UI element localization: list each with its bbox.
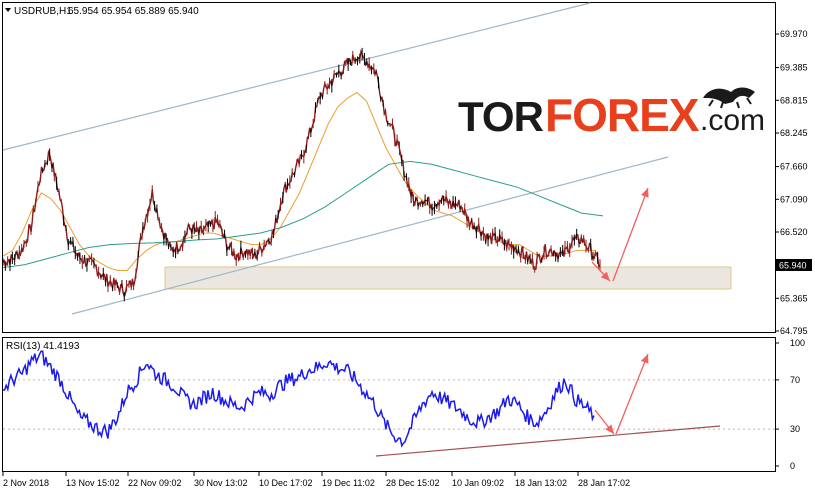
rsi-label: RSI(13) 41.4193 xyxy=(6,341,80,352)
channel-upper-line xyxy=(2,2,591,151)
triangle-down-icon xyxy=(5,8,11,12)
y-tick-label: 68.245 xyxy=(780,128,808,138)
current-price-bg xyxy=(776,259,812,271)
price-arrow-down-head xyxy=(600,271,610,281)
bull-bear-icon xyxy=(703,87,755,109)
rsi-panel xyxy=(2,337,776,472)
x-tick-label: 28 Dec 15:02 xyxy=(386,478,440,488)
x-tick-label: 18 Jan 13:02 xyxy=(515,478,567,488)
logo-forex: FOREX xyxy=(545,89,700,141)
y-tick-label: 68.815 xyxy=(780,95,808,105)
current-price-label: 65.940 xyxy=(779,261,807,271)
x-tick-label: 22 Nov 09:02 xyxy=(128,478,182,488)
y-tick-label: 69.385 xyxy=(780,63,808,73)
x-tick-label: 13 Nov 15:02 xyxy=(66,478,120,488)
support-zone xyxy=(164,266,732,290)
x-tick-label: 10 Jan 09:02 xyxy=(452,478,504,488)
y-tick-label: 69.970 xyxy=(780,29,808,39)
ohlc-readout: 65.954 65.954 65.889 65.940 xyxy=(68,6,199,17)
y-tick-label: 65.365 xyxy=(780,293,808,303)
x-tick-label: 19 Dec 11:02 xyxy=(322,478,375,488)
rsi-tick-label: 70 xyxy=(790,375,800,385)
rsi-arrow-up-head xyxy=(640,354,649,364)
rsi-arrow-up-shaft xyxy=(615,353,649,435)
rsi-arrow-up xyxy=(615,353,649,435)
channel-lower-line xyxy=(71,156,669,315)
rsi-tick-label: 0 xyxy=(790,461,795,471)
x-tick-label: 2 Nov 2018 xyxy=(3,478,49,488)
y-tick-label: 67.660 xyxy=(780,162,808,172)
rsi-line xyxy=(3,350,595,448)
rsi-tick-label: 100 xyxy=(790,338,805,348)
rsi-arrow-down-head xyxy=(605,424,614,434)
symbol-label: USDRUB,H1 xyxy=(14,6,72,17)
price-arrow-up xyxy=(612,187,649,282)
x-tick-label: 28 Jan 17:02 xyxy=(578,478,630,488)
rsi-tick-label: 30 xyxy=(790,424,800,434)
price-arrow-down xyxy=(591,261,611,282)
y-tick-label: 67.090 xyxy=(780,194,808,204)
rsi-arrow-down xyxy=(594,409,615,435)
logo-tor: TOR xyxy=(458,93,544,140)
chart-title: USDRUB,H1 65.954 65.954 65.889 65.940 xyxy=(5,6,199,17)
torforex-logo: TOR FOREX .com xyxy=(458,87,765,141)
ma-slow-line xyxy=(2,160,604,269)
x-tick-label: 30 Nov 13:02 xyxy=(194,478,248,488)
price-arrow-up-shaft xyxy=(612,187,649,282)
price-arrow-up-head xyxy=(641,188,649,198)
x-tick-label: 10 Dec 17:02 xyxy=(259,478,313,488)
current-price-tag: 65.940 xyxy=(776,259,812,271)
y-tick-label: 66.520 xyxy=(780,227,808,237)
logo-com: .com xyxy=(700,104,765,137)
y-tick-label: 64.795 xyxy=(780,326,808,336)
rsi-trend-line xyxy=(375,425,721,457)
